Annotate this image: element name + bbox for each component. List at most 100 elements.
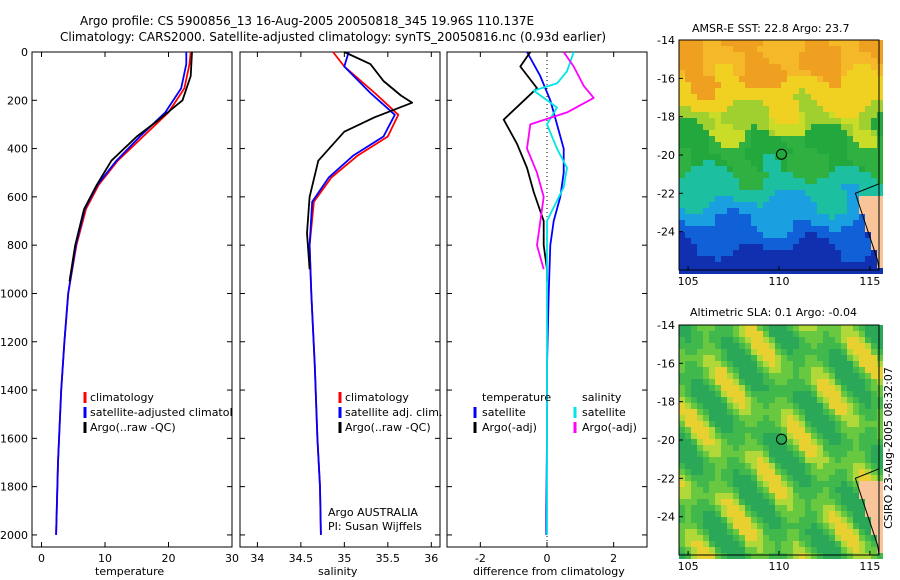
sla_map-cell	[817, 547, 823, 553]
sla_map-cell	[739, 547, 745, 553]
sst_map-cell	[751, 46, 757, 52]
sla_map-cell	[715, 541, 721, 547]
sla_map-cell	[847, 535, 853, 541]
sla_map-cell	[679, 379, 685, 385]
sla_map-cell	[775, 499, 781, 505]
sla_map-cell	[727, 355, 733, 361]
sst_map-cell	[811, 130, 817, 136]
sst_map-cell	[817, 184, 823, 190]
sst_map-cell	[859, 142, 865, 148]
sla_map-cell	[763, 523, 769, 529]
sla_map-cell	[703, 409, 709, 415]
sst_map-cell	[679, 76, 685, 82]
sst_map-cell	[691, 202, 697, 208]
sla_map-cell	[745, 517, 751, 523]
sst_map-cell	[721, 220, 727, 226]
sla_map-cell	[691, 439, 697, 445]
sst_map-cell	[865, 130, 871, 136]
sst_map-cell	[739, 124, 745, 130]
sla_map-cell	[829, 421, 835, 427]
sla_map-cell	[775, 331, 781, 337]
sst_map-cell	[703, 40, 709, 46]
sla_map-cell	[835, 379, 841, 385]
sst_map-cell	[763, 124, 769, 130]
sla_map-cell	[865, 427, 871, 433]
sla_map-cell	[817, 403, 823, 409]
sst_map-cell	[829, 190, 835, 196]
sla_map-cell	[823, 403, 829, 409]
sst_map-cell	[817, 154, 823, 160]
sst_map-cell	[727, 82, 733, 88]
sla_map-cell	[739, 535, 745, 541]
sst_map-cell	[829, 154, 835, 160]
sst_map-cell	[703, 208, 709, 214]
sla_map-cell	[727, 409, 733, 415]
sst_map-cell	[691, 70, 697, 76]
sla_map-cell	[859, 505, 865, 511]
sst_map-cell	[823, 40, 829, 46]
sst_map-cell	[787, 184, 793, 190]
sla_map-cell	[859, 403, 865, 409]
sst_map-cell	[853, 58, 859, 64]
sst_map-cell	[679, 40, 685, 46]
sst_map-cell	[763, 220, 769, 226]
sst_map-cell	[823, 76, 829, 82]
sst_map-cell	[793, 52, 799, 58]
sla_map-cell	[697, 547, 703, 553]
sla_map-cell	[733, 361, 739, 367]
sla_map-cell	[715, 535, 721, 541]
sla_map-cell	[691, 367, 697, 373]
sla_map-cell	[877, 433, 883, 439]
sla_map-cell	[847, 373, 853, 379]
sst_map-cell	[811, 94, 817, 100]
sla_map-cell	[679, 487, 685, 493]
sla_map-cell	[799, 373, 805, 379]
sla_map-cell	[835, 343, 841, 349]
sla_map-cell	[679, 481, 685, 487]
sst_map-cell	[781, 244, 787, 250]
sla_map-cell	[847, 427, 853, 433]
sla_map-cell	[829, 391, 835, 397]
sla_map-cell	[793, 343, 799, 349]
sst_map-cell	[757, 118, 763, 124]
sst_map-cell	[745, 136, 751, 142]
sst_map-cell	[871, 46, 877, 52]
sst_map-cell	[793, 124, 799, 130]
sst_map-cell	[763, 184, 769, 190]
sst_map-cell	[877, 268, 883, 274]
sla_map-cell	[859, 463, 865, 469]
sla_map-cell	[727, 427, 733, 433]
legend-label: Argo(-adj)	[582, 421, 637, 434]
sla_map-cell	[853, 367, 859, 373]
sst_map-cell	[853, 250, 859, 256]
sla_map-cell	[799, 523, 805, 529]
sla_map-cell	[745, 505, 751, 511]
sla_map-cell	[727, 547, 733, 553]
sst_map-cell	[769, 46, 775, 52]
sla_map-cell	[733, 445, 739, 451]
sst_map-cell	[691, 130, 697, 136]
sla_map-cell	[769, 499, 775, 505]
sla_map-cell	[733, 427, 739, 433]
sla_map-cell	[871, 379, 877, 385]
sla_map-cell	[709, 439, 715, 445]
sla_map-cell	[841, 487, 847, 493]
sla_map-cell	[721, 463, 727, 469]
sst_map-cell	[871, 88, 877, 94]
sla_map-cell	[865, 463, 871, 469]
sst_map-cell	[847, 166, 853, 172]
sst_map-cell	[703, 250, 709, 256]
sst_map-cell	[751, 190, 757, 196]
sla_map-cell	[769, 349, 775, 355]
sst_map-cell	[757, 88, 763, 94]
sst_map-cell	[769, 154, 775, 160]
sst_map-cell	[853, 94, 859, 100]
sla_map-cell	[841, 475, 847, 481]
sla_map-cell	[781, 367, 787, 373]
sla_map-cell	[835, 535, 841, 541]
sst_map-cell	[763, 82, 769, 88]
sst_map-cell	[859, 154, 865, 160]
sst_map-cell	[817, 82, 823, 88]
sla_map-cell	[709, 385, 715, 391]
sst_map-cell	[721, 148, 727, 154]
